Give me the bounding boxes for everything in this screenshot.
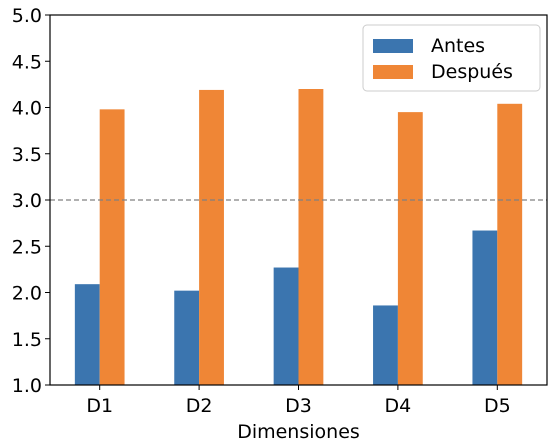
legend-swatch-antes — [373, 39, 413, 53]
bar-después-d3 — [298, 89, 324, 385]
x-tick-label: D3 — [285, 395, 312, 417]
y-tick-label: 3.0 — [12, 190, 42, 212]
bar-antes-d1 — [74, 284, 100, 385]
y-tick-label: 2.0 — [12, 283, 42, 305]
y-tick-label: 5.0 — [12, 5, 42, 27]
x-tick-label: D1 — [86, 395, 113, 417]
legend-label-después: Después — [431, 61, 513, 83]
legend-label-antes: Antes — [431, 35, 485, 57]
y-tick-label: 4.0 — [12, 98, 42, 120]
legend-swatch-después — [373, 65, 413, 79]
bar-después-d5 — [497, 103, 523, 386]
bar-antes-d5 — [472, 230, 498, 385]
bar-después-d2 — [199, 89, 224, 386]
x-tick-label: D4 — [385, 395, 412, 417]
y-tick-label: 3.5 — [12, 144, 42, 166]
x-tick-label: D2 — [186, 395, 213, 417]
legend: Antes Después — [362, 24, 541, 92]
x-axis: D1 D2 D3 D4 D5 — [86, 385, 511, 417]
bar-antes-d3 — [273, 267, 299, 385]
x-tick-label: D5 — [484, 395, 511, 417]
x-axis-label: Dimensiones — [237, 421, 360, 443]
y-tick-label: 2.5 — [12, 236, 42, 258]
y-tick-label: 1.0 — [12, 375, 42, 397]
y-axis: 1.0 1.5 2.0 2.5 3.0 3.5 4.0 4.5 5.0 — [12, 5, 50, 397]
y-tick-label: 1.5 — [12, 329, 42, 351]
y-tick-label: 4.5 — [12, 51, 42, 73]
bars-group — [74, 89, 523, 386]
plot-frame — [49, 14, 548, 386]
bar-después-d4 — [397, 112, 423, 385]
bar-antes-d2 — [174, 290, 200, 385]
bar-después-d1 — [99, 109, 125, 385]
bar-antes-d4 — [373, 305, 398, 385]
